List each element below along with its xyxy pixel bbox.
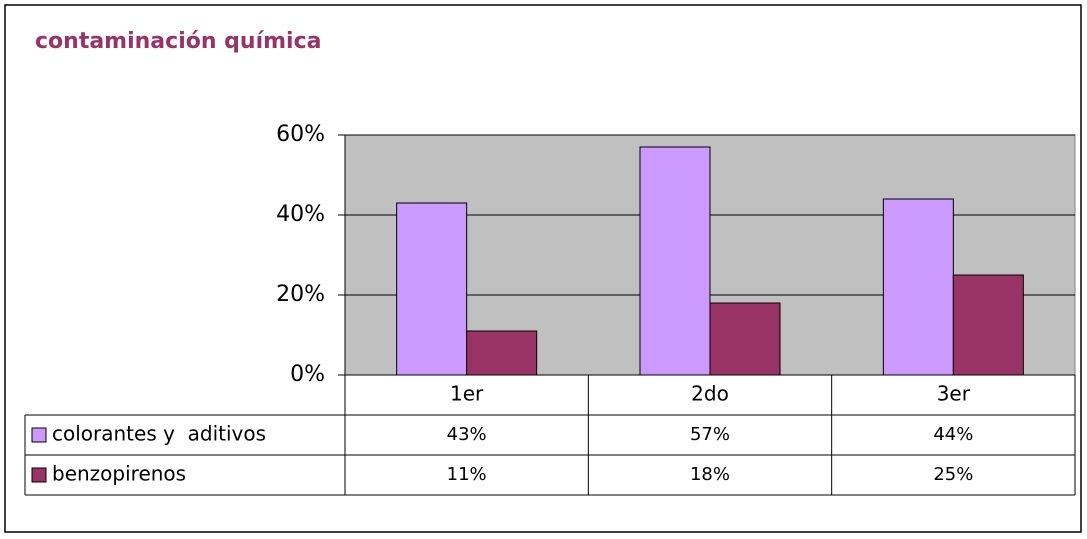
legend-swatch (31, 467, 47, 483)
x-tick-label: 1er (450, 382, 484, 406)
data-table-value: 18% (690, 464, 730, 485)
bar (709, 302, 781, 376)
bar (952, 274, 1024, 376)
bar (639, 146, 711, 376)
y-tick-label: 0% (290, 362, 325, 387)
data-table-value: 57% (690, 424, 730, 445)
data-table-value: 43% (447, 424, 487, 445)
x-tick-label: 3er (937, 382, 971, 406)
bar (882, 198, 954, 376)
bar (396, 202, 468, 376)
y-tick-label: 40% (276, 202, 325, 227)
data-table-value: 11% (447, 464, 487, 485)
x-tick-label: 2do (691, 382, 729, 406)
y-tick-label: 60% (276, 122, 325, 147)
data-table-value: 44% (933, 424, 973, 445)
legend-label: benzopirenos (52, 462, 186, 486)
data-table-value: 25% (933, 464, 973, 485)
y-tick-label: 20% (276, 282, 325, 307)
bar (466, 330, 538, 376)
legend-swatch (31, 427, 47, 443)
legend-label: colorantes y aditivos (52, 422, 266, 446)
chart-title: contaminación química (35, 29, 321, 54)
